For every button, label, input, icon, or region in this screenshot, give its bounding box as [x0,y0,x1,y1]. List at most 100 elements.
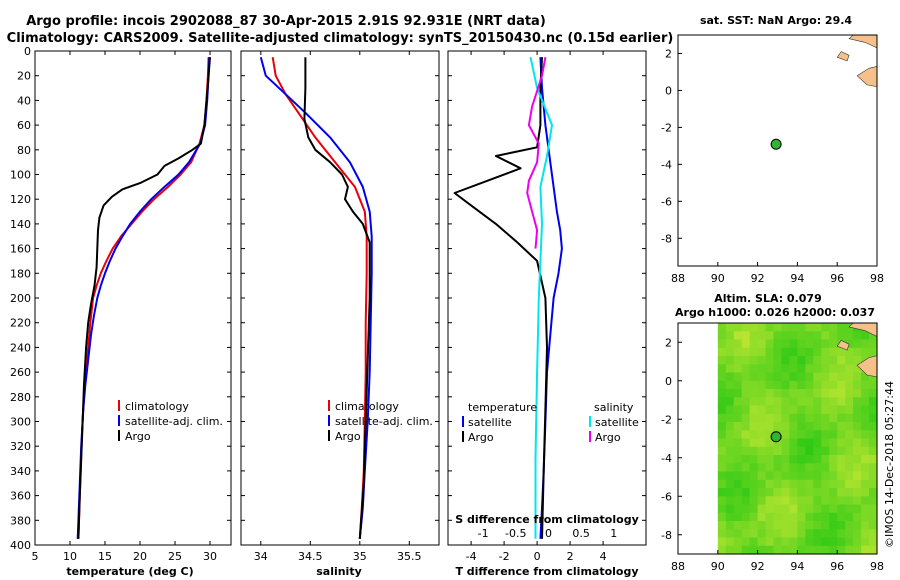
sla-cell [773,446,783,456]
sla-cell [749,488,759,497]
sla-cell [813,455,822,464]
sla-cell [765,422,775,431]
sla-cell [757,339,767,349]
sla-cell [821,545,830,555]
sla-cell [821,521,830,530]
sla-cell [733,422,743,431]
sla-cell [733,364,743,374]
sla-cell [853,529,862,539]
sla-cell [813,339,822,349]
sla-cell [781,545,791,555]
sla-cell [773,347,783,357]
x-tick-label: 96 [830,560,844,573]
sla-cell [845,521,854,530]
x-tick-label: 4 [600,550,607,563]
sla-cell [869,545,878,555]
x-tick-label: -4 [466,550,477,563]
y-tick-label: -8 [661,529,672,542]
sla-cell [725,356,735,365]
sla-cell [741,512,751,522]
sla-cell [837,364,846,374]
temperature-xlabel: temperature (deg C) [66,565,193,578]
sla-cell [741,463,751,473]
legend-s-satellite: satellite [595,416,639,429]
sla-cell [741,545,751,555]
sla-cell [733,537,743,547]
sla-cell [813,496,822,506]
sla-cell [845,389,854,398]
sla-cell [757,331,767,341]
sla-cell [765,471,775,481]
sla-cell [789,537,798,547]
sla-cell [861,397,870,407]
sla-cell [757,364,767,374]
series-line-s-argo [526,57,547,249]
sla-cell [813,471,822,481]
sla-cell [829,463,838,473]
sla-cell [861,372,870,382]
sla-cell [837,438,846,448]
sla-cell [845,537,854,547]
sla-cell [829,488,838,497]
sla-cell [749,339,759,349]
y-tick-label: 200 [10,292,31,305]
sla-cell [861,405,870,415]
sla-cell [869,488,878,497]
sla-cell [805,389,814,398]
sla-cell [829,380,838,390]
sla-cell [773,397,783,407]
sla-cell [853,504,862,514]
sla-cell [805,512,814,522]
sla-cell [725,438,735,448]
sla-cell [789,323,798,332]
sla-cell [829,455,838,464]
sla-cell [757,438,767,448]
sla-cell [805,521,814,530]
sla-cell [725,446,735,456]
sla-cell [765,405,775,415]
sla-cell [757,545,767,555]
sla-cell [805,372,814,382]
y-tick-label: 140 [10,218,31,231]
sla-cell [789,455,798,464]
sla-cell [741,422,751,431]
sla-cell [805,380,814,390]
sla-cell [717,422,727,431]
sla-cell [797,463,806,473]
sla-cell [869,537,878,547]
sla-cell [773,455,783,464]
sla-cell [797,504,806,514]
sla-cell [741,430,751,440]
sla-cell [861,504,870,514]
sla-cell [797,471,806,481]
y-tick-label: 280 [10,391,31,404]
sla-cell [733,380,743,390]
sla-cell [805,405,814,415]
sla-cell [797,405,806,415]
sla-cell [861,496,870,506]
sla-cell [861,479,870,489]
sla-cell [765,455,775,464]
sla-cell [717,397,727,407]
sla-cell [821,380,830,390]
sla-cell [869,512,878,522]
sla-cell [797,331,806,341]
sla-cell [733,496,743,506]
x-tick-label: 35 [353,550,367,563]
sla-cell [869,455,878,464]
sla-cell [741,529,751,539]
sla-cell [749,405,759,415]
sla-cell [813,323,822,332]
sla-cell [837,504,846,514]
sla-cell [837,488,846,497]
sla-cell [829,422,838,431]
sla-cell [757,372,767,382]
difference-xlabel: T difference from climatology [455,565,638,578]
sla-cell [853,389,862,398]
sla-cell [837,331,846,341]
sla-cell [869,413,878,423]
sla-cell [781,488,791,497]
sla-cell [813,422,822,431]
legend-argo: Argo [125,430,151,443]
top-x-tick-label: -0.5 [505,527,526,540]
